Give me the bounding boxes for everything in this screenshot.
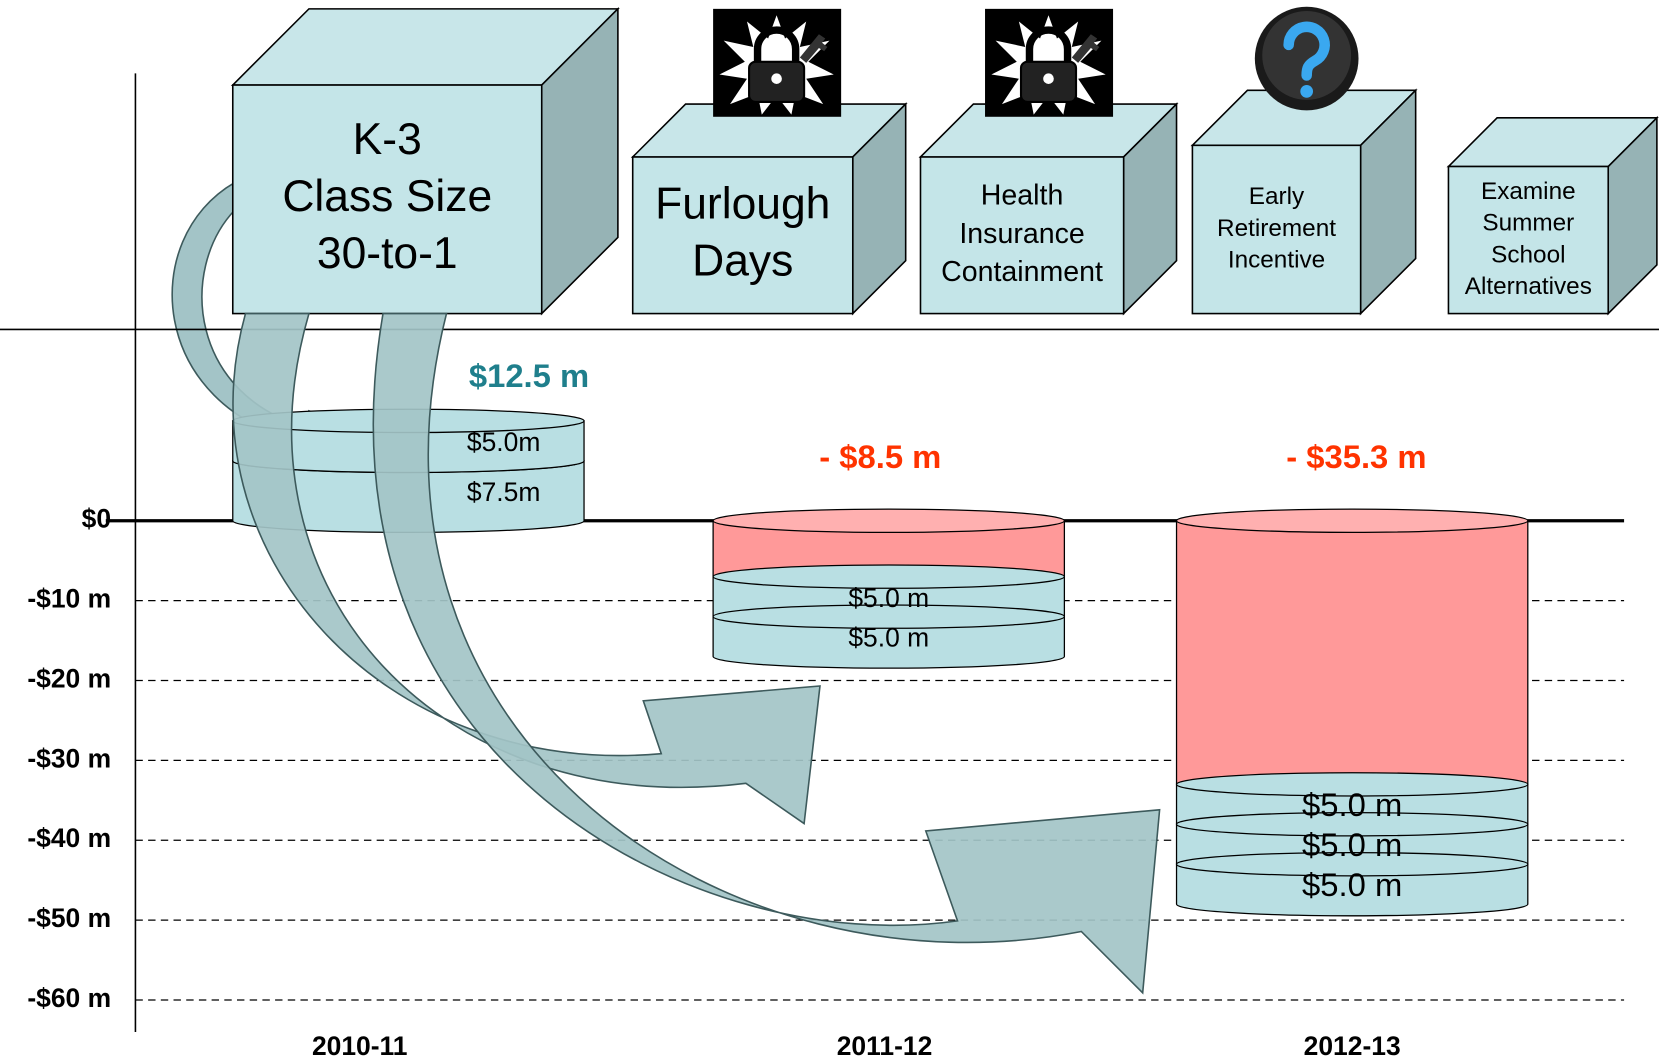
saving-segment-top [712, 604, 1066, 629]
deficit-segment [1175, 520, 1529, 797]
saving-segment-top [712, 564, 1066, 589]
box-label: K-3 [353, 115, 422, 164]
x-tick-label: 2011-12 [837, 1031, 933, 1061]
measure-box: Early Retirement Incentive [1190, 88, 1418, 316]
box-front [919, 156, 1125, 315]
x-tick-label: 2012-13 [1304, 1031, 1401, 1061]
y-tick-label: $0 [82, 504, 111, 534]
cylinder: $5.0 m$5.0 m$5.0 m [1175, 508, 1529, 917]
saving-segment-top [1175, 851, 1529, 877]
saving-segment-top [1175, 772, 1529, 797]
box-front [1447, 165, 1610, 315]
y-tick-label: -$10 m [27, 584, 111, 614]
measure-box: Examine Summer School Alternatives [1446, 115, 1659, 316]
plot: $0 -$10 m -$20 m -$30 m -$40 m -$50 m -$60 m $7… [0, 73, 1659, 1061]
x-tick-label: 2010-11 [312, 1031, 408, 1061]
lock-icon [985, 8, 1114, 117]
box-front [631, 156, 854, 315]
box-label: Class Size [282, 172, 492, 221]
question-icon [1254, 6, 1359, 111]
saving-segment [712, 615, 1066, 669]
total-label: - $8.5 m [819, 438, 941, 475]
cylinder: $5.0 m $5.0 m [712, 508, 1066, 669]
y-tick-label: -$60 m [27, 983, 111, 1013]
segment-label: $5.0m [467, 427, 540, 457]
lock-icon [713, 8, 842, 117]
segment-label: $5.0 m [1302, 786, 1402, 823]
box-label: 30-to-1 [317, 229, 458, 278]
box-front [1191, 144, 1362, 315]
box-label: School [1491, 241, 1565, 268]
box-label: Insurance [959, 218, 1084, 250]
segment-label: $5.0 m [1302, 826, 1402, 863]
box-label: Retirement [1217, 215, 1336, 242]
deficit-segment-top [712, 508, 1066, 534]
box-label: Examine [1481, 178, 1576, 205]
arrows [232, 312, 1161, 995]
total-label: - $35.3 m [1286, 438, 1426, 475]
box-label: Days [692, 237, 793, 286]
segment-label: $5.0 m [848, 623, 929, 653]
y-tick-label: -$20 m [27, 663, 111, 693]
box-label: Furlough [655, 179, 830, 228]
arrow [232, 312, 821, 825]
box-label: Containment [941, 256, 1103, 288]
deficit-segment-top [1175, 508, 1529, 534]
arrow [372, 312, 1161, 995]
total-label: $12.5 m [469, 357, 589, 394]
box-label: Early [1249, 183, 1305, 210]
box-label: Health [981, 180, 1064, 212]
measure-boxes: K-3 Class Size 30-to-1 Furlough Days Health In… [230, 6, 1659, 316]
segment-label: $5.0 m [1302, 866, 1402, 903]
segment-label: $5.0 m [848, 583, 929, 613]
saving-segment-top [1175, 812, 1529, 837]
box-label: Incentive [1228, 247, 1325, 274]
measure-box: Health Insurance Containment [918, 102, 1179, 316]
saving-segment [1175, 863, 1529, 917]
box-label: Summer [1482, 210, 1574, 237]
measure-box: K-3 Class Size 30-to-1 [230, 6, 620, 316]
y-tick-label: -$30 m [27, 743, 111, 773]
icons [713, 6, 1359, 117]
measure-box: Furlough Days [630, 102, 908, 316]
y-tick-label: -$40 m [27, 823, 111, 853]
y-tick-label: -$50 m [27, 903, 111, 933]
box-front [231, 84, 543, 315]
box-label: Alternatives [1465, 273, 1592, 300]
segment-label: $7.5m [467, 477, 540, 507]
